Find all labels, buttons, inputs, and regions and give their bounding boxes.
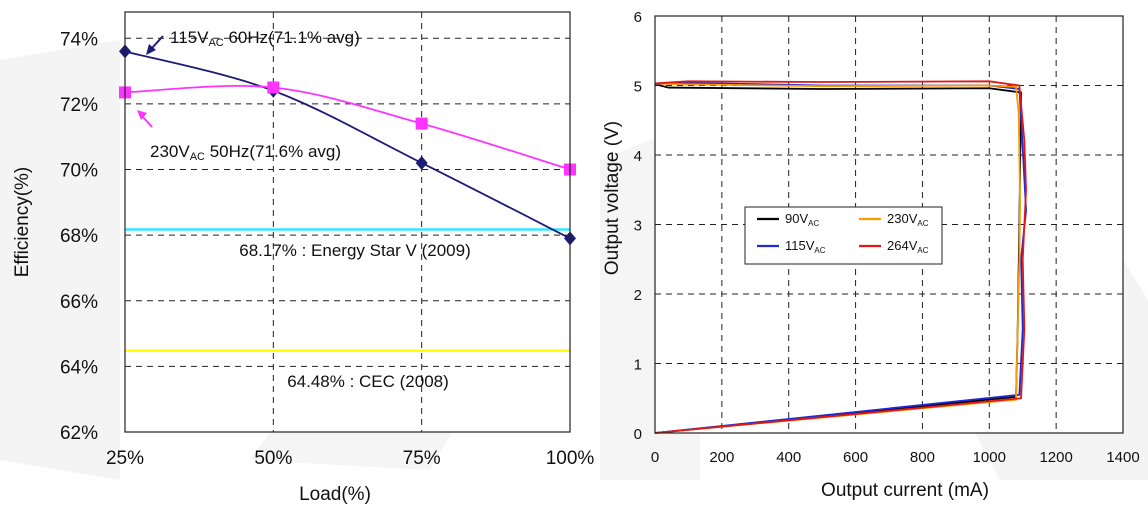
- y-tick-label: 2: [634, 287, 642, 304]
- annotation-arrow: [141, 115, 153, 128]
- legend-label: 115VAC: [785, 238, 826, 255]
- series-annotation: 230VAC 50Hz(71.6% avg): [150, 142, 341, 163]
- y-axis-label: Output voltage (V): [602, 121, 623, 275]
- x-tick-label: 1200: [1039, 449, 1072, 466]
- legend: 90VAC 115VAC 230VAC 264VAC: [744, 206, 943, 265]
- data-point: [415, 155, 428, 170]
- legend-box: [744, 206, 943, 265]
- plot-frame: [654, 15, 1124, 434]
- y-tick-label: 6: [634, 9, 642, 26]
- series-annotation: 115VAC 60Hz(71.1% avg): [170, 28, 360, 49]
- y-tick-label: 64%: [60, 357, 98, 378]
- reference-line-label: 64.48% : CEC (2008): [287, 372, 449, 391]
- x-axis-label: Output current (mA): [821, 480, 989, 501]
- x-tick-label: 0: [651, 449, 659, 466]
- y-tick-label: 66%: [60, 292, 98, 313]
- annotation-arrowhead: [146, 44, 156, 55]
- plot-area: 68.17% : Energy Star V (2009) 64.48% : CE…: [119, 11, 576, 433]
- plot-background: [125, 12, 570, 432]
- data-point: [415, 117, 428, 130]
- series-line: [654, 80, 1027, 434]
- y-tick-label: 1: [634, 357, 642, 374]
- y-tick-label: 74%: [60, 29, 98, 50]
- legend-label: 90VAC: [785, 211, 819, 228]
- x-tick-label: 600: [843, 449, 868, 466]
- data-point: [267, 81, 280, 94]
- series-line: [654, 82, 1021, 434]
- y-tick-label: 72%: [60, 95, 98, 116]
- y-axis-label: Efficiency(%): [12, 167, 33, 278]
- y-tick-label: 0: [634, 426, 642, 443]
- annotation-arrow: [151, 35, 164, 49]
- y-tick-label: 4: [634, 148, 642, 165]
- series-line: [654, 81, 1027, 434]
- x-tick-label: 100%: [546, 448, 595, 469]
- x-tick-label: 75%: [403, 448, 441, 469]
- x-tick-label: 200: [709, 449, 734, 466]
- x-tick-label: 25%: [106, 448, 144, 469]
- x-axis-label: Load(%): [299, 484, 371, 505]
- x-tick-label: 1400: [1106, 449, 1139, 466]
- y-tick-label: 3: [634, 218, 642, 235]
- x-tick-label: 50%: [254, 448, 292, 469]
- annotation-arrowhead: [137, 110, 147, 120]
- y-tick-label: 62%: [60, 423, 98, 444]
- x-tick-label: 800: [910, 449, 935, 466]
- y-tick-label: 5: [634, 79, 642, 96]
- x-tick-label: 1000: [973, 449, 1006, 466]
- legend-label: 230VAC: [887, 211, 929, 228]
- reference-line-label: 68.17% : Energy Star V (2009): [239, 241, 471, 260]
- y-tick-label: 70%: [60, 161, 98, 182]
- x-tick-label: 400: [776, 449, 801, 466]
- series-line: [124, 85, 571, 171]
- legend-label: 264VAC: [887, 238, 929, 255]
- series-line: [124, 50, 571, 240]
- y-tick-label: 68%: [60, 226, 98, 247]
- plot-frame: [124, 11, 571, 433]
